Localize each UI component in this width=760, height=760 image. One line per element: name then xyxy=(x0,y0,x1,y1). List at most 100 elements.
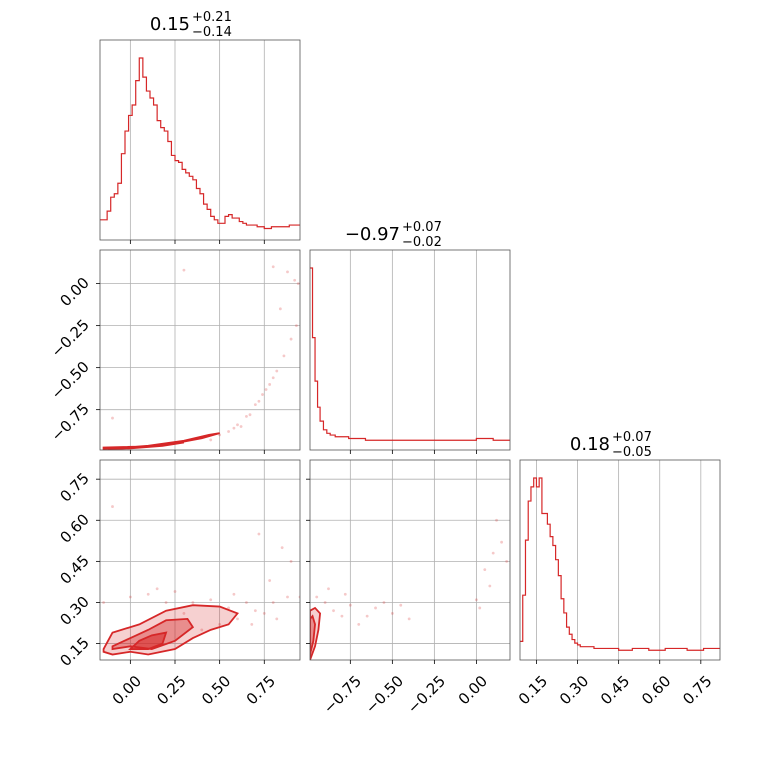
sample-point xyxy=(495,518,498,522)
y-tick-label-p1: −0.25 xyxy=(48,316,93,361)
contour-level-2 xyxy=(128,631,168,650)
sample-point xyxy=(357,622,361,626)
sample-point xyxy=(128,595,132,599)
sample-point xyxy=(191,601,195,604)
sample-point xyxy=(111,505,114,508)
joint-panel-0-1 xyxy=(96,249,301,454)
joint-frame-2 xyxy=(309,459,511,661)
sample-point xyxy=(327,587,330,591)
y-tick-label-p1: −0.50 xyxy=(48,358,93,403)
x-tick-label-p0: 0.00 xyxy=(109,672,145,708)
sample-point xyxy=(182,612,186,615)
y-tick-label-p2: 0.45 xyxy=(56,551,92,587)
sample-point xyxy=(236,423,239,427)
title-minus-1: −0.02 xyxy=(402,235,442,250)
x-tick-label-p1: −0.75 xyxy=(320,672,365,717)
sample-point xyxy=(293,278,297,282)
sample-point xyxy=(491,551,495,555)
sample-point xyxy=(286,595,289,599)
x-tick-label-p2: 0.60 xyxy=(638,672,674,708)
sample-point xyxy=(111,416,114,420)
sample-point xyxy=(343,592,347,596)
sample-point xyxy=(155,587,159,591)
sample-point xyxy=(209,438,213,442)
sample-point xyxy=(232,592,236,596)
sample-point xyxy=(245,601,248,604)
sample-point xyxy=(264,388,268,391)
sample-point xyxy=(271,265,275,269)
marginal-frame-1 xyxy=(309,249,511,451)
y-tick-label-p1: −0.75 xyxy=(48,400,93,445)
sample-point xyxy=(365,614,369,618)
sample-point xyxy=(182,268,186,272)
x-tick-label-p1: −0.50 xyxy=(362,672,407,717)
sample-point xyxy=(275,617,279,621)
sample-point xyxy=(382,601,386,604)
sample-point xyxy=(289,337,293,341)
sample-point xyxy=(280,546,284,550)
x-tick-label-p2: 0.30 xyxy=(556,672,592,708)
sample-point xyxy=(218,622,222,626)
panel-title-2: 0.18 +0.07−0.05 xyxy=(570,430,652,460)
sample-point xyxy=(483,568,487,571)
sample-point xyxy=(505,559,509,563)
x-tick-label-p1: 0.00 xyxy=(455,672,491,708)
title-minus-2: −0.05 xyxy=(612,445,652,460)
title-plus-2: +0.07 xyxy=(612,430,652,445)
sample-point xyxy=(173,590,177,593)
sample-point xyxy=(209,598,213,602)
sample-point xyxy=(407,617,411,621)
sample-point xyxy=(295,324,298,328)
joint-panel-1-2 xyxy=(306,459,511,664)
sample-point xyxy=(474,598,478,602)
sample-point xyxy=(164,601,168,604)
sample-point xyxy=(232,426,236,430)
sample-point xyxy=(478,606,482,610)
sample-point xyxy=(268,579,272,582)
marginal-panel-0: 0.15 +0.21−0.14 xyxy=(99,10,301,244)
sample-point xyxy=(374,606,377,610)
x-tick-label-p2: 0.45 xyxy=(597,672,633,708)
contour-level-1 xyxy=(111,617,195,651)
title-median-0: 0.15 xyxy=(150,14,190,35)
joint-content-2 xyxy=(310,518,509,660)
sample-point xyxy=(278,307,282,311)
sample-point xyxy=(488,584,492,588)
sample-point xyxy=(102,601,105,604)
sample-point xyxy=(348,603,352,607)
sample-point xyxy=(399,603,403,607)
marginal-histogram-1 xyxy=(310,267,510,441)
panel-title-0: 0.15 +0.21−0.14 xyxy=(150,10,232,40)
y-tick-label-p2: 0.30 xyxy=(56,593,92,629)
sample-point xyxy=(271,376,275,380)
x-tick-label-p0: 0.25 xyxy=(153,672,189,708)
sample-point xyxy=(227,606,230,610)
marginal-panel-2: 0.18 +0.07−0.05 xyxy=(519,430,721,664)
sample-point xyxy=(257,532,261,536)
sample-point xyxy=(286,270,289,274)
marginal-histogram-2 xyxy=(520,477,720,651)
title-plus-1: +0.07 xyxy=(402,220,442,235)
contour-level-1 xyxy=(310,614,316,655)
sample-point xyxy=(262,612,266,615)
sample-point xyxy=(390,612,394,615)
x-tick-label-p0: 0.50 xyxy=(198,672,234,708)
sample-point xyxy=(323,601,327,604)
sample-point xyxy=(261,393,264,396)
y-tick-label-p2: 0.75 xyxy=(56,469,92,505)
sample-point xyxy=(250,622,254,626)
joint-panel-0-2 xyxy=(96,459,301,664)
sample-point xyxy=(146,592,150,596)
marginal-frame-2 xyxy=(519,459,721,661)
x-tick-label-p2: 0.75 xyxy=(679,672,715,708)
sample-point xyxy=(315,595,319,599)
sample-point xyxy=(275,369,279,373)
panel-title-1: −0.97 +0.07−0.02 xyxy=(345,220,442,250)
sample-point xyxy=(268,383,272,386)
sample-point xyxy=(253,403,257,407)
joint-content-1 xyxy=(102,505,300,656)
x-tick-label-p0: 0.75 xyxy=(243,672,279,708)
y-tick-label-p2: 0.60 xyxy=(56,510,92,546)
title-plus-0: +0.21 xyxy=(192,10,232,25)
